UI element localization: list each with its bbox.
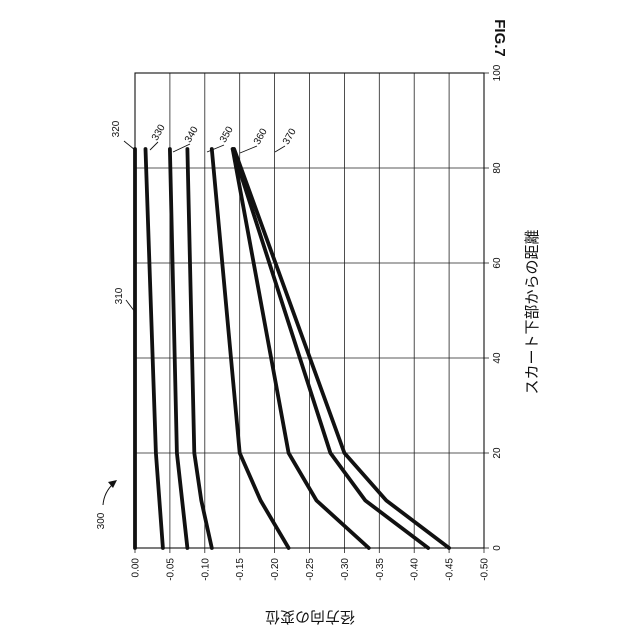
y-tick-label: -0.20 — [270, 558, 281, 581]
annotation-360-leader — [240, 146, 257, 153]
y-tick-label: -0.05 — [165, 558, 176, 581]
annotation-330-leader — [150, 142, 158, 150]
annotation-300: 300 — [96, 512, 107, 529]
annotation-300-arrowhead — [108, 480, 117, 488]
figure-label: FIG.7 — [491, 19, 508, 57]
annotation-370: 370 — [281, 126, 299, 146]
annotation-360: 360 — [252, 126, 270, 146]
y-tick-label: -0.15 — [235, 558, 246, 581]
x-tick-label: 60 — [492, 257, 503, 269]
x-tick-label: 80 — [492, 162, 503, 174]
annotation-350-leader — [207, 145, 224, 152]
annotation-320-leader — [124, 141, 135, 150]
y-tick-label: -0.45 — [445, 558, 456, 581]
x-tick-label: 0 — [492, 545, 503, 551]
series-line-2 — [170, 149, 188, 548]
series-line-3 — [187, 149, 211, 548]
series-line-7 — [234, 149, 449, 548]
y-tick-label: -0.40 — [410, 558, 421, 581]
x-tick-label: 100 — [492, 64, 503, 81]
y-tick-label: -0.25 — [305, 558, 316, 581]
y-axis-label: 径方向の変位 — [265, 608, 355, 625]
x-tick-label: 20 — [492, 447, 503, 459]
y-tick-label: -0.10 — [200, 558, 211, 581]
annotation-370-leader — [275, 146, 285, 152]
series-lines — [135, 149, 449, 548]
series-line-1 — [146, 149, 163, 548]
y-tick-label: -0.50 — [480, 558, 491, 581]
y-tick-label: -0.30 — [340, 558, 351, 581]
annotation-350: 350 — [218, 124, 236, 144]
x-axis-label: スカート下部からの距離 — [523, 229, 541, 394]
y-tick-label: -0.35 — [375, 558, 386, 581]
annotation-330: 330 — [150, 122, 168, 142]
series-line-6 — [233, 149, 429, 548]
annotation-310: 310 — [114, 287, 125, 304]
y-tick-label: 0.00 — [131, 558, 142, 578]
annotation-320: 320 — [111, 120, 122, 137]
x-tick-label: 40 — [492, 352, 503, 364]
annotation-340: 340 — [183, 124, 201, 144]
